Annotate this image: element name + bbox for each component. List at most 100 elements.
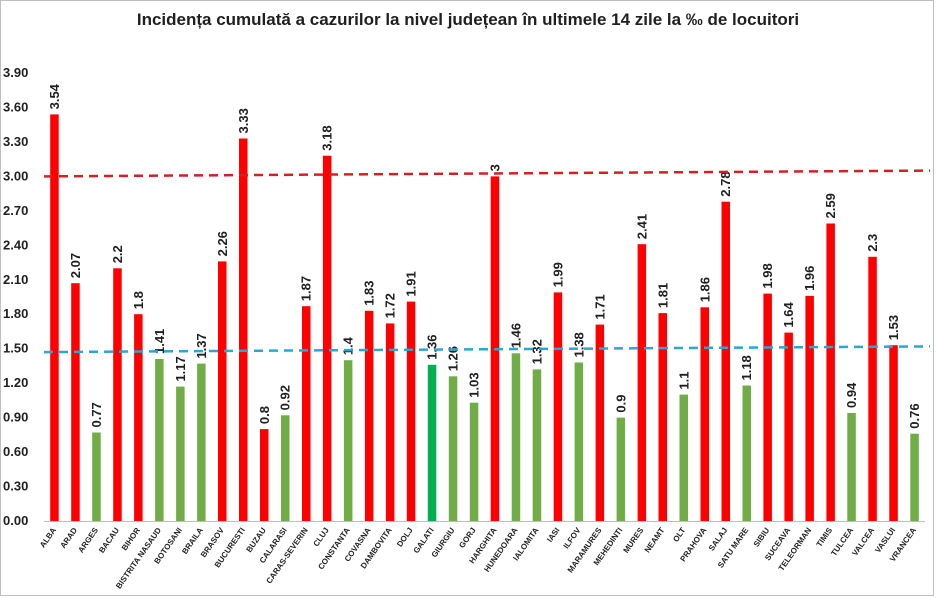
bar: [469, 402, 479, 521]
bar: [385, 323, 395, 521]
x-tick-label: BACAU: [97, 526, 121, 555]
bar: [406, 301, 416, 521]
y-tick-label: 0.30: [3, 479, 28, 494]
bar: [71, 283, 80, 521]
data-label: 0.94: [844, 382, 859, 408]
data-label: 1.1: [676, 372, 691, 390]
x-tick-label: CLUJ: [311, 526, 330, 548]
y-tick-label: 0.00: [3, 513, 28, 528]
data-label: 1.81: [655, 283, 670, 308]
bar: [239, 138, 248, 521]
bar: [155, 359, 164, 521]
y-tick-label: 1.80: [3, 306, 28, 321]
data-label: 1.37: [194, 333, 209, 358]
bar: [50, 114, 59, 522]
bar: [784, 332, 793, 521]
data-label: 0.76: [907, 403, 922, 428]
bar: [700, 307, 709, 521]
data-label: 1.41: [152, 329, 167, 354]
bar: [364, 310, 374, 521]
bar: [658, 313, 667, 521]
x-tick-label: TIMIS: [815, 525, 835, 548]
chart-title: Incidența cumulată a cazurilor la nivel …: [136, 10, 800, 29]
bar: [805, 295, 814, 521]
data-label: 1.96: [802, 266, 817, 291]
data-label: 1.38: [571, 332, 586, 357]
bar: [281, 415, 290, 521]
data-label: 1.17: [173, 356, 188, 381]
reference-line: [43, 169, 931, 178]
data-label: 1.72: [383, 293, 398, 318]
data-label: 0.77: [89, 402, 104, 427]
data-label: 2.78: [718, 171, 733, 196]
data-label: 1.26: [446, 346, 461, 371]
data-label: 0.9: [613, 395, 628, 413]
bar: [134, 314, 143, 521]
data-label: 1.86: [697, 277, 712, 302]
data-label: 1.18: [739, 355, 754, 380]
data-label: 1.64: [781, 302, 796, 328]
data-label: 2.41: [634, 214, 649, 239]
data-label: 2.59: [823, 193, 838, 218]
x-tick-label: MURES: [621, 525, 645, 554]
data-label: 1.53: [886, 315, 901, 340]
y-tick-label: 2.10: [3, 272, 28, 287]
data-label: 1.8: [131, 291, 146, 309]
y-tick-label: 2.70: [3, 203, 28, 218]
y-tick-label: 3.60: [3, 99, 28, 114]
data-label: 2.07: [68, 253, 83, 278]
bar: [511, 353, 521, 521]
data-label: 1.71: [592, 294, 607, 319]
data-label: 3: [488, 164, 503, 171]
y-tick-label: 3.90: [3, 65, 28, 80]
y-tick-label: 1.20: [3, 375, 28, 390]
bar: [889, 345, 898, 521]
bar: [763, 293, 772, 521]
y-tick-label: 1.50: [3, 341, 28, 356]
y-tick-label: 0.60: [3, 444, 28, 459]
bar: [616, 417, 626, 521]
bar: [427, 364, 437, 521]
x-tick-label: ARAD: [59, 526, 80, 550]
data-label: 1.46: [509, 323, 524, 348]
data-label: 3.18: [320, 125, 335, 150]
bar: [176, 386, 185, 521]
bar: [92, 432, 101, 521]
bar: [679, 394, 688, 521]
bar: [260, 429, 269, 521]
data-label: 2.2: [110, 245, 125, 263]
bar: [721, 201, 730, 521]
bar: [302, 306, 311, 521]
data-label: 0.92: [278, 385, 293, 410]
x-tick-label: IASI: [545, 526, 561, 544]
data-label: 3.33: [236, 108, 251, 133]
x-tick-label: OLT: [671, 526, 687, 544]
bar: [574, 362, 584, 521]
bar: [343, 360, 353, 521]
bar: [448, 376, 458, 521]
y-tick-label: 3.30: [3, 134, 28, 149]
bar: [113, 268, 122, 521]
data-label: 1.91: [404, 271, 419, 296]
x-tick-label: ILFOV: [562, 525, 583, 550]
bar: [847, 413, 856, 521]
bar: [826, 223, 835, 521]
bar: [532, 369, 542, 521]
data-label: 2.26: [215, 231, 230, 256]
bar: [637, 244, 647, 521]
x-tick-label: ALBA: [38, 526, 58, 550]
x-tick-label: DOLJ: [395, 526, 415, 549]
bar: [218, 261, 227, 521]
data-label: 1.87: [299, 276, 314, 301]
bar: [742, 385, 751, 521]
y-tick-label: 0.90: [3, 410, 28, 425]
data-labels: 3.54 2.07 0.77 2.2 1.8 1.41 1.17 1.37 2.26 3.33 0.…: [47, 83, 922, 428]
bar: [553, 292, 563, 521]
reference-line: [43, 345, 931, 354]
bar: [197, 363, 206, 521]
data-label: 1.83: [362, 280, 377, 305]
data-label: 1.98: [760, 263, 775, 288]
data-label: 1.32: [529, 339, 544, 364]
